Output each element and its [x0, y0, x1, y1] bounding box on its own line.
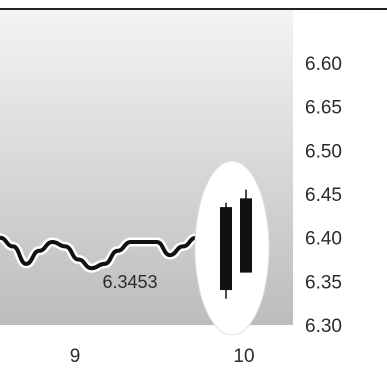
x-tick-label: 9	[70, 346, 81, 367]
candlestick-group	[220, 189, 252, 299]
price-annotation: 6.3453	[102, 272, 157, 292]
line-series-group	[0, 233, 201, 273]
x-axis-labels: 9 10	[70, 346, 255, 367]
y-tick-label: 6.50	[305, 141, 342, 162]
series-line	[0, 235, 198, 271]
candle-body	[240, 198, 252, 273]
y-tick-label: 6.65	[305, 98, 342, 119]
x-tick-label: 10	[233, 346, 254, 367]
candlestick	[240, 189, 252, 273]
y-tick-label: 6.40	[305, 229, 342, 250]
candlestick	[220, 202, 232, 299]
y-tick-label: 6.35	[305, 272, 342, 293]
y-tick-label: 6.45	[305, 185, 342, 206]
candle-body	[220, 207, 232, 291]
y-axis-labels: 6.60 6.65 6.50 6.45 6.40 6.35 6.30	[305, 54, 342, 337]
y-tick-label: 6.60	[305, 54, 342, 75]
y-tick-label: 6.30	[305, 316, 342, 337]
